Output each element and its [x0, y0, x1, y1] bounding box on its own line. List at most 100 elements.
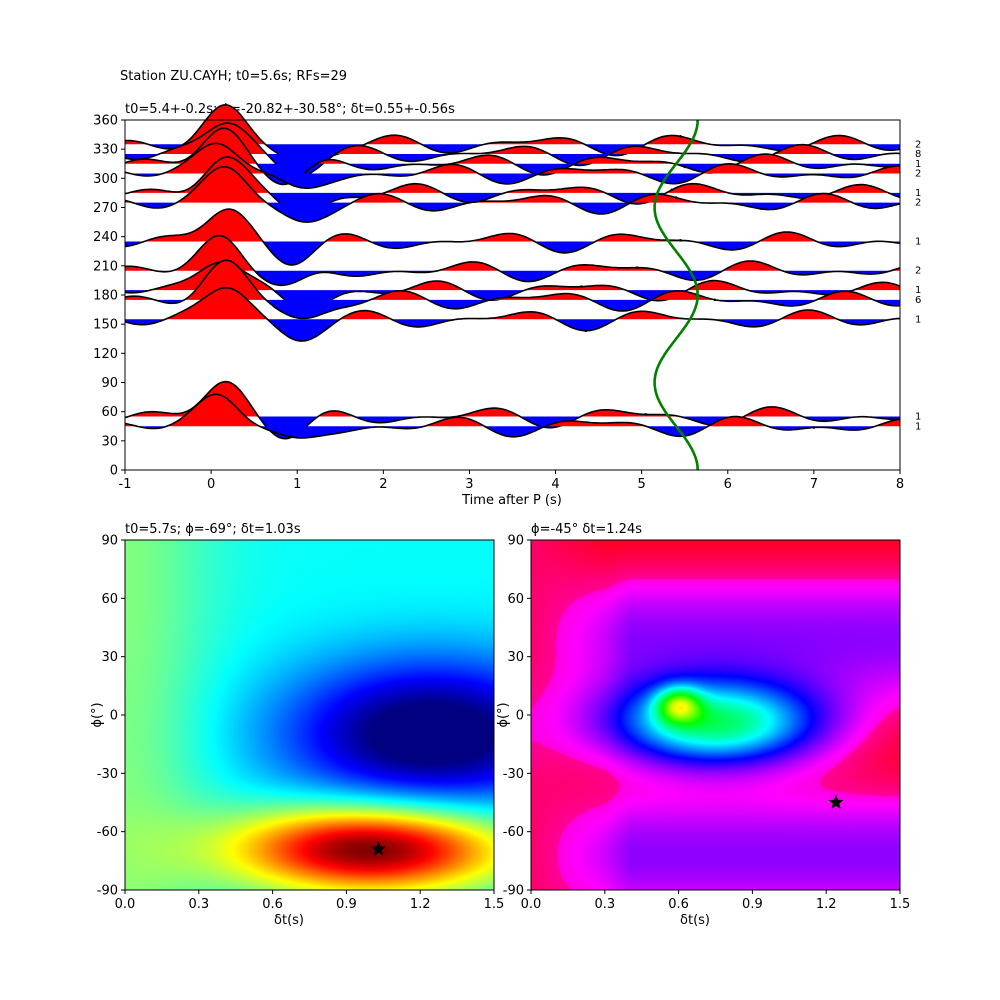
heatmap-y-tick-label: 90	[101, 534, 118, 549]
heatmap-x-tick-label: 0.3	[188, 897, 209, 912]
rf-marker	[683, 165, 687, 169]
rf-marker	[812, 426, 816, 429]
rf-y-tick-label: 60	[101, 405, 118, 420]
best-fit-star-right	[828, 794, 844, 809]
rf-trace-negative-fill	[125, 163, 900, 185]
rf-trace-line	[125, 103, 901, 164]
rf-trace	[124, 393, 901, 439]
heatmap-right: ϕ=-45° δt=1.24s 0.0 0.3 0.6 0.9 1.2 1.5 -90 -60…	[496, 522, 910, 928]
heatmap-y-tick-label: 0	[110, 709, 118, 724]
heatmap-right-frame	[530, 539, 901, 891]
rf-trace-positive-fill	[125, 143, 900, 174]
rf-marker	[644, 413, 648, 416]
rf-y-tick-label: 30	[101, 434, 118, 449]
rf-trace-negative-fill	[125, 299, 900, 319]
rf-trace-negative-fill	[125, 202, 900, 223]
heatmap-x-tick-label: 1.2	[816, 897, 837, 912]
rf-trace-positive-fill	[125, 262, 900, 291]
rf-trace	[124, 165, 901, 223]
rf-trace-line	[124, 208, 901, 266]
heatmap-left-ticks: 0.0 0.3 0.6 0.9 1.2 1.5 -90 -60 -30 0 30 60 90	[97, 534, 505, 913]
rf-y-tick-label: 180	[93, 289, 118, 304]
rf-count-label: 6	[915, 295, 921, 306]
rf-count-label: 8	[915, 149, 921, 160]
rf-count-label: 1	[915, 421, 921, 432]
heatmap-y-tick-label: -60	[97, 825, 118, 840]
rf-marker	[713, 298, 717, 302]
rf-trace	[124, 259, 901, 320]
rf-trace-positive-fill	[125, 287, 900, 320]
heatmap-y-tick-label: -90	[503, 884, 524, 899]
best-fit-star-left	[370, 841, 386, 856]
rf-trace-negative-fill	[125, 154, 900, 177]
heatmap-x-tick-label: 0.6	[262, 897, 283, 912]
rf-x-tick-label: 0	[207, 477, 215, 492]
rf-trace-negative-fill	[125, 241, 900, 265]
rf-trace-line	[124, 165, 901, 223]
rf-x-tick-label: 5	[638, 477, 646, 492]
rf-trace-line	[124, 234, 901, 287]
rf-marker	[584, 329, 587, 333]
heatmap-y-tick-label: 60	[101, 592, 118, 607]
heatmap-left-y-label: ϕ(°)	[90, 702, 105, 727]
rf-x-tick-label: 3	[465, 477, 473, 492]
heatmap-x-tick-label: 0.0	[521, 897, 542, 912]
rf-trace-negative-fill	[125, 173, 900, 189]
rf-trace-positive-fill	[125, 209, 900, 242]
heatmap-left-x-label: δt(s)	[274, 913, 304, 928]
rf-panel: t0=5.4+-0.2s; ϕ=-20.82+-30.58°; δt=0.55+…	[93, 102, 921, 508]
heatmap-right-image	[531, 540, 900, 890]
rf-x-label: Time after P (s)	[461, 493, 562, 508]
heatmap-x-tick-label: 1.5	[890, 897, 911, 912]
heatmap-x-tick-label: 0.0	[115, 897, 136, 912]
heatmap-x-tick-label: 0.6	[668, 897, 689, 912]
rf-trace-positive-fill	[125, 235, 900, 271]
heatmap-y-tick-label: 60	[507, 592, 524, 607]
rf-trace-line	[124, 380, 901, 440]
rf-y-tick-label: 120	[93, 347, 118, 362]
heatmap-right-title: ϕ=-45° δt=1.24s	[531, 522, 642, 537]
rf-trace-line	[124, 127, 901, 186]
rf-traces	[124, 103, 901, 470]
heatmap-left-title: t0=5.7s; ϕ=-69°; δt=1.03s	[125, 522, 301, 537]
rf-marker	[679, 239, 682, 242]
rf-trace-line	[124, 142, 901, 189]
rf-trace-positive-fill	[125, 394, 900, 427]
rf-count-label: 1	[915, 314, 921, 325]
rf-y-tick-label: 300	[93, 172, 118, 187]
heatmap-y-tick-label: -30	[97, 767, 118, 782]
rf-count-label: 1	[915, 285, 921, 296]
rf-title: t0=5.4+-0.2s; ϕ=-20.82+-30.58°; δt=0.55+…	[125, 102, 455, 117]
heatmap-y-tick-label: -60	[503, 825, 524, 840]
rf-count-label: 1	[915, 159, 921, 170]
rf-trace	[124, 208, 901, 266]
rf-trace-positive-fill	[125, 166, 900, 203]
heatmap-right-ticks: 0.0 0.3 0.6 0.9 1.2 1.5 -90 -60 -30 0 30 60 90	[503, 534, 911, 913]
heatmap-left: t0=5.7s; ϕ=-69°; δt=1.03s 0.0 0.3 0.6 0.9 1.…	[90, 522, 504, 928]
heatmap-x-tick-label: 1.5	[484, 897, 505, 912]
rf-y-tick-label: 330	[93, 143, 118, 158]
rf-trace-line	[124, 259, 901, 320]
rf-x-tick-label: -1	[119, 477, 132, 492]
rf-green-curve	[653, 120, 699, 470]
heatmap-x-tick-label: 1.2	[410, 897, 431, 912]
rf-y-tick-label: 240	[93, 230, 118, 245]
rf-count-label: 2	[915, 266, 921, 277]
heatmap-right-y-label: ϕ(°)	[496, 702, 511, 727]
heatmap-y-tick-label: 30	[101, 650, 118, 665]
figure-suptitle: Station ZU.CAYH; t0=5.6s; RFs=29	[120, 69, 347, 84]
rf-x-tick-label: 4	[551, 477, 559, 492]
heatmap-x-tick-label: 0.9	[742, 897, 763, 912]
rf-x-tick-label: 2	[379, 477, 387, 492]
rf-count-label: 1	[915, 237, 921, 248]
heatmap-y-tick-label: 0	[516, 709, 524, 724]
rf-y-tick-label: 0	[110, 464, 118, 479]
rf-trace-negative-fill	[125, 319, 900, 342]
heatmap-x-tick-label: 0.3	[594, 897, 615, 912]
rf-count-label: 2	[915, 139, 921, 150]
rf-y-tick-label: 90	[101, 376, 118, 391]
rf-marker	[674, 196, 678, 199]
rf-x-ticks: -1 0 1 2 3 4 5 6 7 8	[119, 470, 904, 492]
rf-trace	[124, 286, 901, 342]
